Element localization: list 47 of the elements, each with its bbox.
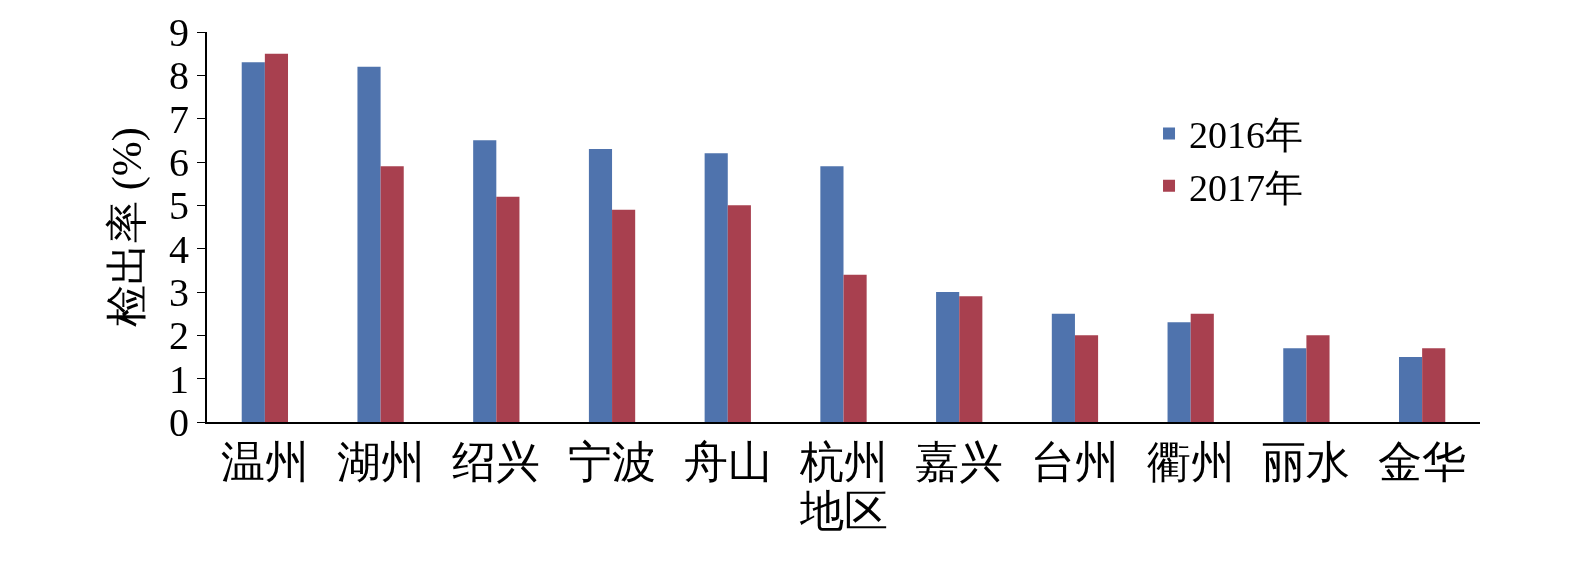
bar	[704, 153, 728, 422]
bar	[820, 166, 844, 422]
bar	[1074, 335, 1099, 422]
bar	[264, 53, 289, 422]
x-tick-label: 湖州	[336, 437, 425, 487]
y-tick-label: 4	[169, 226, 189, 272]
bar	[1306, 335, 1330, 422]
bar	[496, 196, 520, 422]
y-tick-label: 6	[169, 140, 189, 185]
y-axis-title: 检出率 (%)	[104, 127, 152, 327]
bar	[241, 62, 265, 422]
x-tick-label: 温州	[220, 437, 309, 487]
x-tick-label: 绍兴	[452, 437, 541, 487]
bar	[727, 205, 751, 422]
y-tick-label: 5	[169, 183, 189, 229]
x-tick-label: 金华	[1378, 437, 1467, 487]
x-tick-label: 宁波	[568, 437, 657, 487]
y-tick-label: 2	[169, 313, 189, 359]
bar	[380, 166, 404, 422]
x-tick-label: 丽水	[1262, 437, 1351, 487]
legend-label: 2016年	[1189, 114, 1304, 157]
y-tick-label: 8	[169, 53, 189, 99]
x-tick-label: 嘉兴	[915, 437, 1004, 487]
bar	[936, 292, 960, 422]
y-tick-label: 9	[169, 10, 189, 55]
x-tick-label: 台州	[1030, 437, 1119, 487]
legend-label: 2017年	[1189, 166, 1304, 209]
bar	[473, 140, 497, 422]
y-tick-label: 0	[169, 400, 189, 445]
x-tick-label: 衢州	[1146, 437, 1235, 487]
bar	[1422, 348, 1446, 422]
y-tick-label: 7	[169, 96, 189, 142]
bar	[1398, 357, 1423, 422]
bar	[1051, 313, 1075, 422]
bar	[843, 274, 867, 422]
x-tick-label: 杭州	[798, 437, 888, 487]
bar	[1190, 313, 1214, 422]
bar	[1283, 348, 1307, 422]
bar	[588, 149, 613, 422]
y-tick-label: 3	[169, 270, 189, 315]
bar	[612, 209, 636, 422]
x-axis-title: 地区	[798, 486, 888, 536]
bar	[1167, 322, 1191, 422]
bar	[959, 296, 983, 422]
y-tick-label: 1	[169, 356, 189, 402]
bar	[357, 66, 381, 422]
x-tick-label: 舟山	[683, 437, 772, 487]
